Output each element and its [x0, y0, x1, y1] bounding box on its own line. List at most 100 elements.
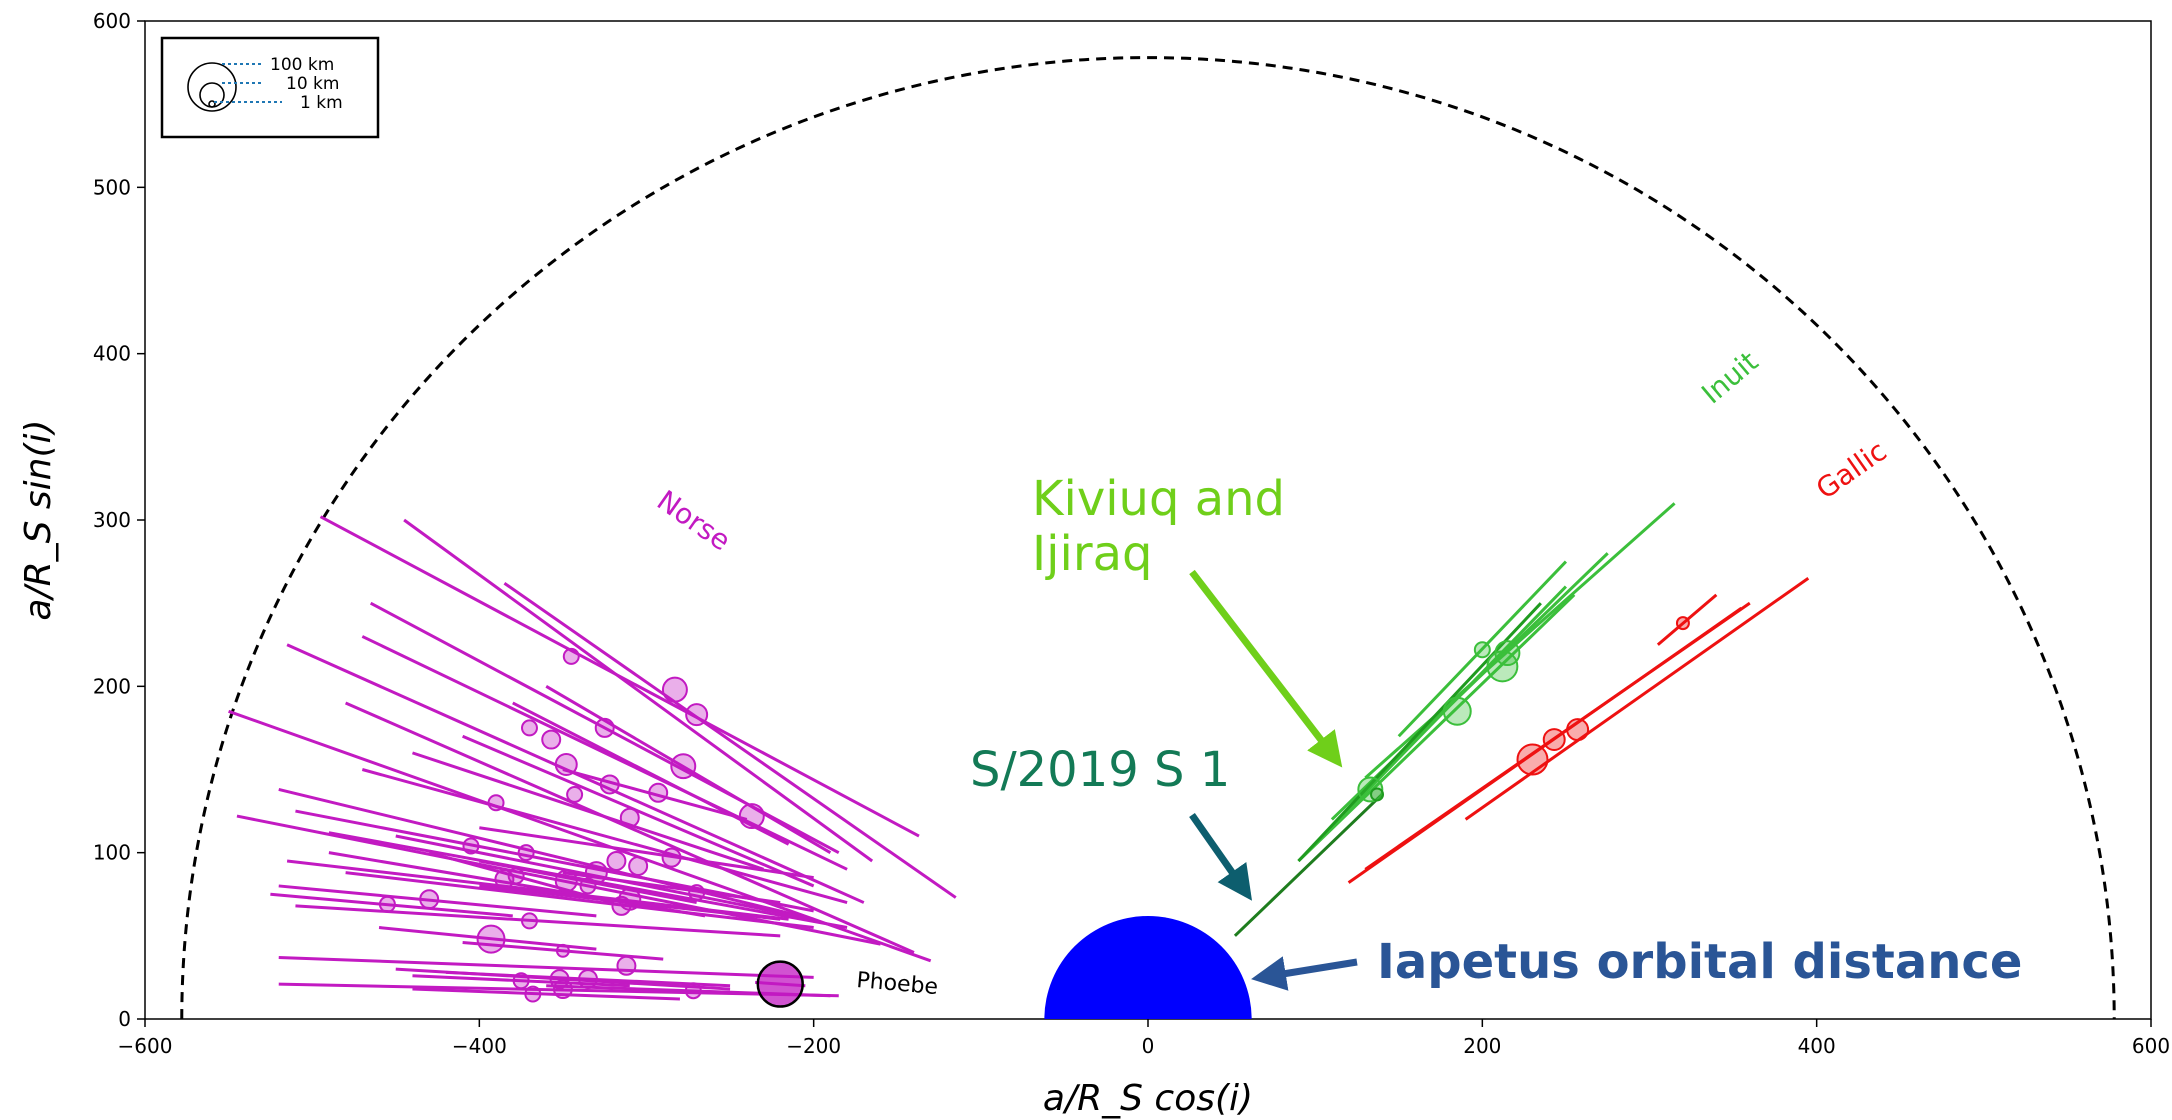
- norse-orbit-line: [445, 970, 731, 988]
- x-tick-label: −200: [786, 1034, 841, 1058]
- norse-orbit-line: [562, 768, 748, 821]
- norse-orbit-line: [345, 871, 814, 930]
- norse-point: [419, 889, 440, 910]
- iapetus-disk: [1044, 915, 1252, 1019]
- norse-orbit-line: [412, 987, 680, 1001]
- norse-orbit-line: [278, 955, 814, 979]
- gallic-point: [1516, 743, 1549, 776]
- x-tick-label: −400: [452, 1034, 507, 1058]
- gallic-orbit-line: [1464, 576, 1810, 821]
- gallic-point: [1675, 616, 1690, 631]
- norse-point: [688, 884, 706, 902]
- norse-orbit-line: [403, 518, 874, 863]
- norse-orbit-line: [512, 701, 790, 846]
- phoebe-label: Phoebe: [855, 968, 939, 1000]
- iapetus-arrow: [1251, 956, 1358, 991]
- norse-orbit-line: [412, 974, 630, 988]
- norse-point: [554, 869, 578, 893]
- norse-point: [661, 847, 682, 868]
- norse-orbit-line: [278, 788, 815, 921]
- norse-point: [520, 719, 538, 737]
- gallic-orbit-line: [1364, 601, 1751, 871]
- y-tick-label: 300: [93, 508, 131, 532]
- legend-box: [160, 36, 380, 139]
- s-2019-s-1-orbit-line: [1233, 793, 1384, 937]
- norse-point: [578, 969, 598, 990]
- norse-orbit-line: [562, 871, 781, 905]
- norse-label: Norse: [651, 484, 737, 558]
- norse-point: [487, 794, 505, 812]
- norse-point: [738, 803, 765, 830]
- s2019-label: S/2019 S 1: [970, 742, 1230, 798]
- norse-orbit-line: [361, 635, 848, 871]
- norse-point: [524, 985, 542, 1003]
- legend-circle-100km: [187, 62, 237, 112]
- y-tick-label: 400: [93, 342, 131, 366]
- ijiraq-label: Ijiraq: [1032, 526, 1152, 582]
- norse-point: [566, 785, 584, 803]
- gallic-label: Gallic: [1810, 434, 1892, 506]
- x-tick-label: −600: [118, 1034, 173, 1058]
- gallic-point: [1542, 728, 1566, 752]
- norse-orbit-line: [361, 768, 848, 905]
- data-layer: [182, 58, 2114, 1019]
- norse-point: [476, 924, 506, 954]
- norse-point: [685, 703, 709, 727]
- axes: −600 −400 −200 0 200 400 600 0 100 200 300 400 500 60…: [93, 9, 2170, 1058]
- y-axis-label: a/R_S sin(i): [18, 419, 59, 620]
- norse-point: [378, 895, 396, 913]
- norse-point: [616, 955, 637, 976]
- gallic-point: [1566, 718, 1590, 742]
- legend-entry-1km: 1 km: [300, 93, 343, 113]
- norse-point: [552, 979, 573, 1000]
- norse-orbit-line: [462, 734, 815, 888]
- x-tick-label: 400: [1798, 1034, 1836, 1058]
- legend-circle-1km: [208, 100, 216, 108]
- norse-point: [555, 943, 570, 958]
- norse-point: [606, 851, 627, 871]
- norse-point: [599, 774, 620, 795]
- norse-point: [584, 861, 608, 885]
- norse-point: [512, 972, 530, 990]
- x-tick-label: 600: [2132, 1034, 2170, 1058]
- norse-orbit-line: [411, 751, 764, 871]
- s2019-arrow: [1189, 812, 1253, 901]
- norse-point: [517, 844, 535, 862]
- legend-entry-100km: 100 km: [270, 55, 334, 75]
- kiviuq-label: Kiviuq and: [1032, 471, 1285, 527]
- norse-orbit-line: [462, 940, 664, 961]
- y-tick-label: 0: [118, 1007, 131, 1031]
- inuit-point: [1486, 650, 1519, 683]
- norse-point: [648, 782, 669, 803]
- legend-entry-10km: 10 km: [286, 74, 339, 94]
- norse-point: [670, 753, 697, 780]
- kiviuq-and-ijiraq-point: [1370, 787, 1385, 802]
- norse-point: [507, 867, 525, 885]
- norse-point: [661, 676, 688, 703]
- x-tick-label: 200: [1463, 1034, 1501, 1058]
- x-tick-label: 0: [1142, 1034, 1155, 1058]
- iapetus-label: Iapetus orbital distance: [1377, 934, 2022, 990]
- norse-orbit-line: [319, 515, 920, 838]
- phoebe-point: [756, 960, 804, 1008]
- norse-orbit-line: [270, 892, 513, 918]
- norse-point: [462, 837, 480, 855]
- inuit-point: [1357, 776, 1384, 803]
- x-axis-label: a/R_S cos(i): [1043, 1078, 1253, 1119]
- kiviuq-and-ijiraq-orbit-line: [1297, 602, 1542, 863]
- norse-point: [562, 647, 580, 665]
- kiviuq-arrow: [1189, 569, 1343, 768]
- norse-orbit-line: [503, 581, 957, 899]
- y-tick-label: 100: [93, 841, 131, 865]
- y-tick-label: 600: [93, 9, 131, 33]
- size-legend: 100 km 10 km 1 km: [160, 36, 380, 139]
- inuit-orbit-line: [1297, 593, 1576, 863]
- inuit-orbit-line: [1364, 502, 1676, 779]
- y-tick-label: 200: [93, 674, 131, 698]
- norse-point: [619, 807, 640, 828]
- y-tick-label: 500: [93, 175, 131, 199]
- inuit-orbit-line: [1397, 560, 1568, 738]
- inuit-point: [1473, 641, 1491, 659]
- norse-point: [554, 753, 578, 776]
